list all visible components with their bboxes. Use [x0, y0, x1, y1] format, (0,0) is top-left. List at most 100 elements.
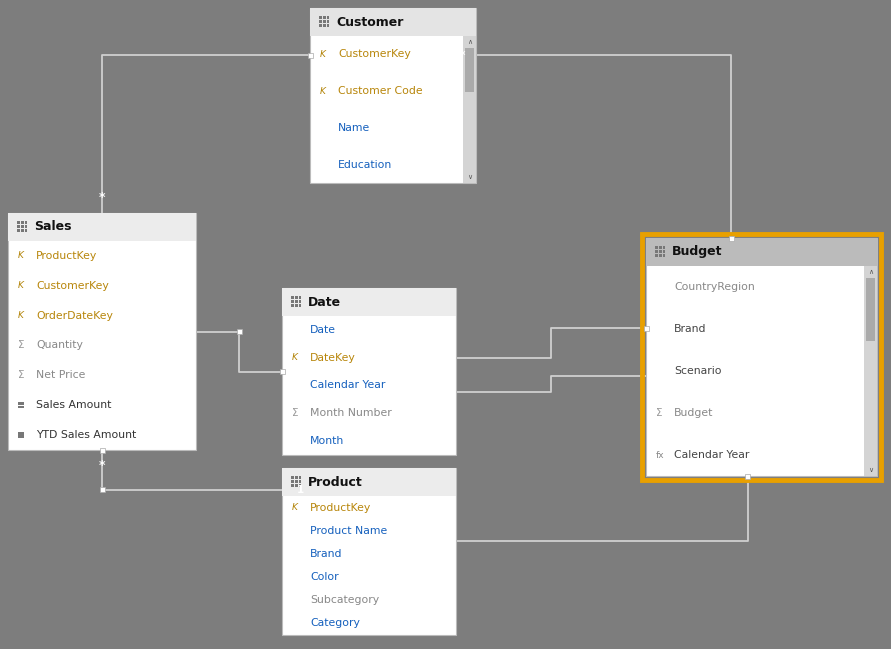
Bar — [291, 480, 294, 483]
Text: ProductKey: ProductKey — [36, 251, 97, 261]
Bar — [327, 24, 330, 27]
Bar — [655, 250, 658, 253]
Bar — [25, 229, 28, 232]
Bar — [663, 247, 666, 249]
Bar — [17, 221, 20, 224]
Bar — [298, 297, 301, 299]
Bar — [298, 304, 301, 307]
Text: CustomerKey: CustomerKey — [338, 49, 411, 59]
Bar — [295, 300, 298, 303]
Bar — [323, 24, 325, 27]
Bar — [295, 480, 298, 483]
Text: K: K — [292, 503, 298, 512]
Bar — [25, 225, 28, 228]
Bar — [646, 238, 877, 476]
Bar — [18, 432, 20, 435]
Text: Month: Month — [310, 436, 344, 446]
Text: CustomerKey: CustomerKey — [36, 281, 109, 291]
Text: Color: Color — [310, 572, 339, 582]
Bar — [658, 254, 662, 257]
Bar — [298, 484, 301, 487]
Bar — [18, 406, 20, 408]
Text: K: K — [320, 50, 326, 59]
Text: *: * — [99, 459, 105, 472]
Bar — [658, 247, 662, 249]
Bar — [291, 476, 294, 479]
Bar — [327, 20, 330, 23]
Text: Sales Amount: Sales Amount — [36, 400, 111, 410]
Text: Subcategory: Subcategory — [310, 595, 380, 606]
Text: Calendar Year: Calendar Year — [674, 450, 749, 460]
Text: 1: 1 — [297, 485, 304, 495]
Text: YTD Sales Amount: YTD Sales Amount — [36, 430, 136, 440]
Bar — [655, 247, 658, 249]
Bar — [658, 250, 662, 253]
Bar — [298, 300, 301, 303]
Text: *: * — [179, 325, 185, 338]
Bar — [295, 484, 298, 487]
Bar — [282, 288, 456, 455]
Bar — [327, 16, 330, 19]
Bar — [21, 406, 24, 408]
Text: ∨: ∨ — [467, 174, 472, 180]
Text: Σ: Σ — [18, 341, 24, 350]
Bar — [291, 484, 294, 487]
Text: *: * — [438, 352, 446, 365]
Bar — [307, 53, 313, 58]
Text: ∧: ∧ — [868, 269, 873, 275]
Text: *: * — [459, 49, 465, 62]
Text: 1: 1 — [329, 47, 336, 57]
Text: Month Number: Month Number — [310, 408, 392, 419]
Bar — [282, 288, 456, 316]
Bar — [18, 402, 20, 405]
Text: *: * — [657, 369, 663, 382]
Text: Date: Date — [310, 325, 336, 335]
Bar — [21, 432, 24, 435]
Text: Category: Category — [310, 618, 360, 628]
Text: K: K — [18, 311, 24, 320]
Text: Scenario: Scenario — [674, 366, 722, 376]
Text: Customer: Customer — [336, 16, 404, 29]
Bar — [21, 402, 24, 405]
Text: *: * — [657, 322, 663, 335]
Text: *: * — [99, 191, 105, 204]
Bar — [310, 8, 476, 36]
Bar — [21, 435, 24, 438]
Text: Product Name: Product Name — [310, 526, 388, 536]
Text: Budget: Budget — [674, 408, 714, 418]
Bar — [20, 221, 23, 224]
Bar — [319, 20, 322, 23]
Bar — [319, 16, 322, 19]
Text: Σ: Σ — [292, 408, 298, 419]
Text: DateKey: DateKey — [310, 352, 356, 363]
Text: K: K — [18, 281, 24, 290]
Bar — [646, 238, 877, 266]
Text: fx: fx — [656, 450, 665, 459]
Bar — [298, 480, 301, 483]
Bar — [17, 225, 20, 228]
Text: ∨: ∨ — [868, 467, 873, 473]
Bar — [295, 304, 298, 307]
Bar — [643, 326, 649, 331]
Bar — [20, 225, 23, 228]
Bar — [866, 278, 875, 341]
Bar — [663, 250, 666, 253]
Text: Customer Code: Customer Code — [338, 86, 422, 96]
Text: K: K — [320, 86, 326, 95]
Text: Date: Date — [308, 295, 341, 308]
Bar — [18, 435, 20, 438]
Bar — [20, 229, 23, 232]
Bar — [280, 369, 284, 374]
Bar — [323, 16, 325, 19]
Bar — [8, 213, 196, 241]
Text: OrderDateKey: OrderDateKey — [36, 311, 113, 321]
Bar — [729, 236, 734, 241]
Bar — [745, 474, 750, 478]
Bar — [310, 8, 476, 183]
Text: *: * — [438, 385, 446, 398]
Bar — [291, 297, 294, 299]
Bar — [17, 229, 20, 232]
Text: Calendar Year: Calendar Year — [310, 380, 386, 391]
Bar — [8, 213, 196, 450]
Bar — [100, 487, 104, 492]
